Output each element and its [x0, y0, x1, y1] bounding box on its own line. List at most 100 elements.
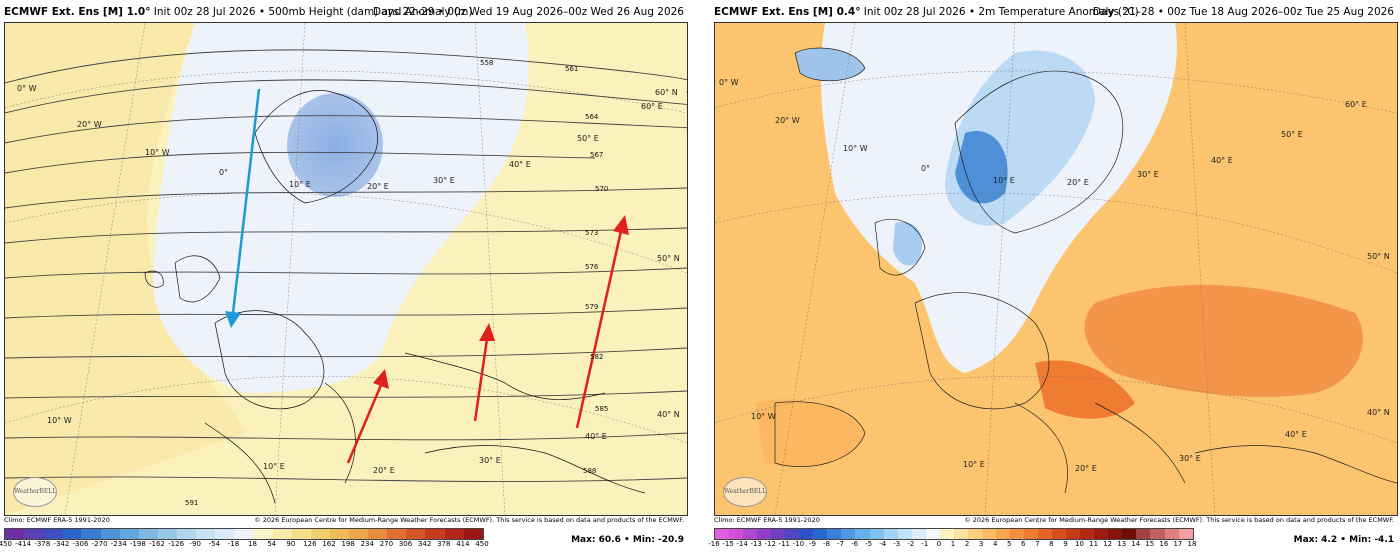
colorbar-tick-label: -12: [764, 540, 776, 548]
svg-text:40° E: 40° E: [509, 160, 531, 169]
left-title: ECMWF Ext. Ens [M] 1.0° Init 00z 28 Jul …: [4, 6, 473, 18]
colorbar-swatch: [715, 529, 730, 539]
colorbar-tick-label: -6: [851, 540, 859, 548]
svg-text:50° N: 50° N: [657, 254, 680, 263]
height-anomaly-panel: ECMWF Ext. Ens [M] 1.0° Init 00z 28 Jul …: [0, 0, 690, 560]
flow-arrows: [225, 88, 629, 464]
colorbar-tick-label: 11: [1089, 540, 1099, 548]
warm-west-shading: [5, 23, 245, 515]
contour-label: 573: [585, 229, 598, 237]
colorbar-swatch: [24, 529, 44, 539]
colorbar-tick-label: -234: [110, 540, 127, 548]
colorbar-tick-label: -18: [227, 540, 240, 548]
colorbar-tick-label: -11: [778, 540, 790, 548]
colorbar-tick-label: 270: [379, 540, 394, 548]
colorbar-tick-label: -162: [149, 540, 165, 548]
contour-label: 561: [565, 65, 578, 73]
contour-value-labels: 558 561 564 567 570 573 576 579 582 585 …: [185, 59, 608, 507]
colorbar-swatch: [771, 529, 786, 539]
colorbar-swatch: [1009, 529, 1025, 539]
svg-text:0° W: 0° W: [17, 84, 37, 93]
colorbar-swatch: [827, 529, 842, 539]
svg-text:30° E: 30° E: [479, 456, 501, 465]
colorbar-swatch: [329, 529, 349, 539]
colorbar-tick-label: 234: [360, 540, 374, 548]
colorbar-tick-label: 13: [1117, 540, 1127, 548]
colorbar-swatch: [799, 529, 814, 539]
colorbar-swatch: [138, 529, 158, 539]
colorbar-tick-label: 10: [1075, 540, 1084, 548]
colorbar-swatch: [62, 529, 82, 539]
contour-label: 570: [595, 185, 608, 193]
copyright-note: © 2026 European Centre for Medium-Range …: [964, 516, 1394, 524]
colorbar-swatch: [743, 529, 758, 539]
right-map: 0° W 20° W 10° W 0° 10° E 20° E 30° E 40…: [714, 22, 1398, 516]
colorbar-tick-label: -54: [208, 540, 221, 548]
svg-text:20° W: 20° W: [77, 120, 102, 129]
colorbar-tick-label: -10: [792, 540, 805, 548]
svg-text:0°: 0°: [219, 168, 228, 177]
svg-text:20° E: 20° E: [367, 182, 389, 191]
svg-text:20° E: 20° E: [1075, 464, 1097, 473]
colorbar-tick-label: -270: [91, 540, 108, 548]
contour-label: 585: [595, 405, 608, 413]
svg-text:50° E: 50° E: [577, 134, 599, 143]
colorbar-tick-label: 414: [456, 540, 470, 548]
contour-label: 576: [585, 263, 599, 271]
right-title: ECMWF Ext. Ens [M] 0.4° Init 00z 28 Jul …: [714, 6, 1139, 18]
colorbar-swatch: [1024, 529, 1039, 539]
svg-text:30° E: 30° E: [433, 176, 455, 185]
colorbar-swatch: [813, 529, 828, 539]
svg-text:50° N: 50° N: [1367, 252, 1390, 261]
colorbar-swatch: [939, 529, 954, 539]
colorbar-swatch: [1052, 529, 1067, 539]
svg-text:10° E: 10° E: [289, 180, 311, 189]
colorbar-swatch: [1038, 529, 1053, 539]
colorbar-tick-label: 0: [936, 540, 942, 548]
svg-text:10° E: 10° E: [993, 176, 1015, 185]
svg-text:50° E: 50° E: [1281, 130, 1303, 139]
colorbar-tick-label: 8: [1049, 540, 1054, 548]
colorbar-swatch: [995, 529, 1010, 539]
colorbar-swatch: [1150, 529, 1165, 539]
colorbar-tick-label: -9: [808, 540, 816, 548]
svg-text:40° E: 40° E: [1211, 156, 1233, 165]
colorbar-swatch: [291, 529, 311, 539]
colorbar-swatch: [1164, 529, 1179, 539]
colorbar-swatch: [869, 529, 884, 539]
svg-text:60° E: 60° E: [641, 102, 663, 111]
svg-text:40° N: 40° N: [657, 410, 680, 419]
colorbar-tick-label: -3: [893, 540, 901, 548]
colorbar-swatch: [463, 529, 483, 539]
right-date-range: Days 21–28 • 00z Tue 18 Aug 2026–00z Tue…: [1092, 6, 1394, 18]
colorbar-tick-label: -7: [837, 540, 845, 548]
colorbar-tick-label: -90: [189, 540, 201, 548]
colorbar-swatch: [157, 529, 177, 539]
colorbar-tick-label: 6: [1021, 540, 1026, 548]
colorbar-tick-label: -378: [34, 540, 51, 548]
colorbar-swatch: [310, 529, 330, 539]
colorbar-swatch: [925, 529, 940, 539]
svg-text:60° N: 60° N: [655, 88, 678, 97]
weatherbell-logo: WeatherBELL: [723, 477, 767, 507]
colorbar-swatch: [444, 529, 464, 539]
svg-text:40° E: 40° E: [1285, 430, 1307, 439]
colorbar-swatch: [425, 529, 445, 539]
climo-note: Climo: ECMWF ERA-5 1991-2020: [714, 516, 820, 524]
svg-text:10° W: 10° W: [145, 148, 170, 157]
iberia-warm: [755, 399, 865, 467]
contour-label: 564: [585, 113, 599, 121]
temperature-colorbar: [714, 528, 1194, 540]
colorbar-tick-label: 4: [992, 540, 998, 548]
colorbar-tick-label: 126: [303, 540, 317, 548]
colorbar-tick-label: -16: [708, 540, 720, 548]
graticule: [715, 23, 1397, 515]
colorbar-tick-label: 3: [978, 540, 984, 548]
colorbar-tick-label: 16: [1159, 540, 1169, 548]
svg-text:30° E: 30° E: [1179, 454, 1201, 463]
weatherbell-logo: WeatherBELL: [13, 477, 57, 507]
coastlines: [144, 90, 646, 504]
colorbar-tick-label: 342: [417, 540, 432, 548]
colorbar-tick-label: 450: [475, 540, 489, 548]
colorbar-tick-label: 18: [248, 540, 258, 548]
